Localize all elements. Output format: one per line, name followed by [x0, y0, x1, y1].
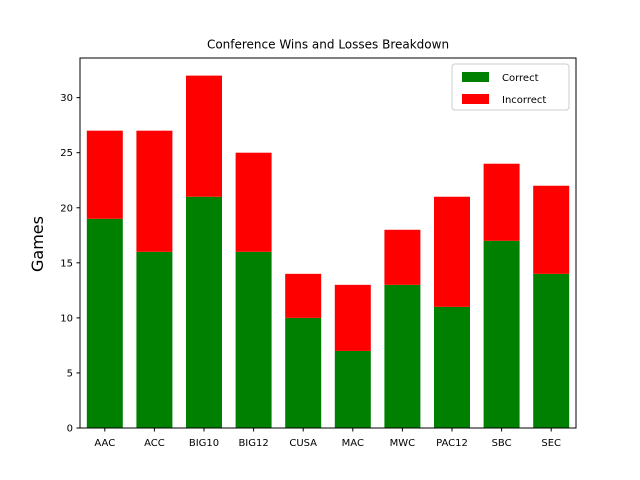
- bar-sec-incorrect: [533, 185, 570, 274]
- y-tick-label: 15: [60, 258, 73, 269]
- x-tick-label: MWC: [390, 438, 416, 449]
- bar-big10-incorrect: [186, 75, 222, 197]
- bar-pac12-correct: [434, 306, 470, 428]
- y-tick-label: 20: [60, 203, 73, 214]
- bar-cusa-incorrect: [285, 273, 322, 318]
- bar-aac-correct: [86, 218, 123, 428]
- y-tick-label: 5: [67, 368, 73, 379]
- y-axis-label: Games: [28, 216, 47, 272]
- x-axis: AAC ACC BIG10 BIG12 CUSA MAC MWC PAC12 SBC SEC: [94, 428, 561, 449]
- x-tick-label: CUSA: [289, 438, 317, 449]
- bar-mwc-correct: [384, 284, 421, 428]
- bar-sec-correct: [533, 273, 570, 428]
- x-tick-label: BIG12: [238, 438, 268, 449]
- bar-sbc-correct: [483, 240, 520, 428]
- bar-cusa-correct: [285, 317, 322, 428]
- bar-big10-correct: [186, 196, 222, 428]
- bar-mac-correct: [334, 350, 371, 428]
- x-tick-label: ACC: [144, 438, 165, 449]
- y-tick-label: 25: [60, 148, 73, 159]
- x-tick-label: PAC12: [436, 438, 468, 449]
- bar-aac-incorrect: [86, 130, 123, 219]
- bar-big12-incorrect: [235, 152, 272, 252]
- bar-big12-correct: [235, 251, 272, 428]
- x-tick-label: SEC: [541, 438, 561, 449]
- legend-label-correct: Correct: [502, 73, 539, 84]
- y-tick-label: 0: [67, 424, 73, 435]
- bars-layer: [86, 75, 570, 428]
- legend-swatch-incorrect: [462, 94, 489, 104]
- x-tick-label: BIG10: [189, 438, 219, 449]
- bar-acc-incorrect: [136, 130, 173, 252]
- y-axis: 0 5 10 15 20 25 30: [60, 93, 80, 435]
- x-tick-label: AAC: [94, 438, 115, 449]
- chart-title: Conference Wins and Losses Breakdown: [207, 38, 449, 52]
- legend-label-incorrect: Incorrect: [502, 95, 546, 106]
- bar-sbc-incorrect: [483, 163, 520, 241]
- y-tick-label: 10: [60, 313, 73, 324]
- bar-mac-incorrect: [334, 284, 371, 351]
- bar-acc-correct: [136, 251, 173, 428]
- plot-frame: [79, 57, 577, 429]
- legend: Correct Incorrect: [451, 63, 570, 111]
- x-tick-label: SBC: [492, 438, 512, 449]
- y-tick-label: 30: [60, 93, 73, 104]
- legend-swatch-correct: [462, 72, 489, 82]
- bar-mwc-incorrect: [384, 229, 421, 285]
- x-tick-label: MAC: [342, 438, 364, 449]
- bar-pac12-incorrect: [434, 196, 470, 307]
